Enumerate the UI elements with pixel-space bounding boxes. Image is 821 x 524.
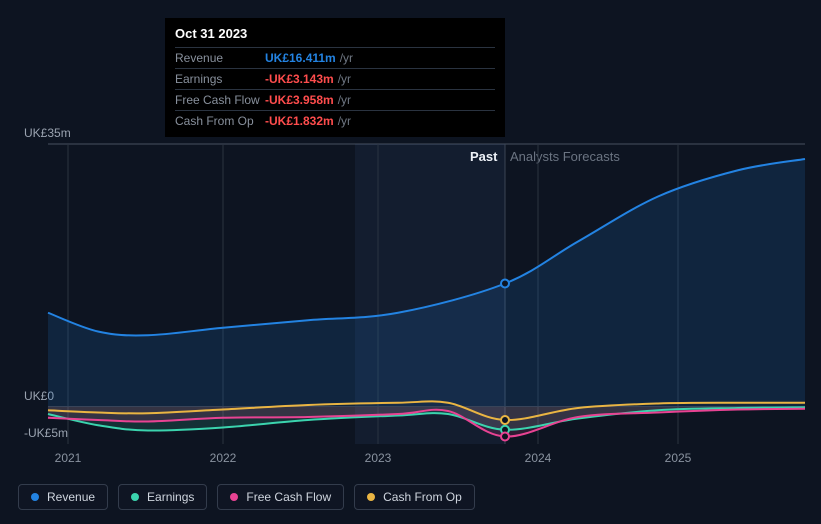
tooltip-row-value: UK£16.411m xyxy=(265,51,336,65)
legend-label: Earnings xyxy=(147,490,194,504)
legend-item-earnings[interactable]: Earnings xyxy=(118,484,207,510)
tooltip-date: Oct 31 2023 xyxy=(175,26,495,41)
hover-dot-free-cash-flow xyxy=(501,433,509,441)
tooltip-row: Earnings-UK£3.143m/yr xyxy=(175,68,495,89)
hover-dot-cash-from-op xyxy=(501,416,509,424)
tooltip-row-value: -UK£3.958m xyxy=(265,93,334,107)
x-tick-label: 2021 xyxy=(55,451,82,465)
legend-swatch-icon xyxy=(131,493,139,501)
tooltip-row-label: Revenue xyxy=(175,51,265,65)
legend-item-cash-from-op[interactable]: Cash From Op xyxy=(354,484,475,510)
chart-tooltip: Oct 31 2023 RevenueUK£16.411m/yrEarnings… xyxy=(165,18,505,137)
tooltip-row: Free Cash Flow-UK£3.958m/yr xyxy=(175,89,495,110)
legend-label: Cash From Op xyxy=(383,490,462,504)
y-axis-label: UK£35m xyxy=(24,126,71,140)
tooltip-row-suffix: /yr xyxy=(338,72,351,86)
x-tick-label: 2022 xyxy=(210,451,237,465)
tooltip-row-label: Free Cash Flow xyxy=(175,93,265,107)
tooltip-row: Cash From Op-UK£1.832m/yr xyxy=(175,110,495,131)
x-tick-label: 2024 xyxy=(525,451,552,465)
legend-label: Revenue xyxy=(47,490,95,504)
tooltip-row-suffix: /yr xyxy=(338,114,351,128)
chart-container: Oct 31 2023 RevenueUK£16.411m/yrEarnings… xyxy=(0,0,821,524)
legend-item-revenue[interactable]: Revenue xyxy=(18,484,108,510)
legend-item-free-cash-flow[interactable]: Free Cash Flow xyxy=(217,484,344,510)
legend: Revenue Earnings Free Cash Flow Cash From O… xyxy=(18,484,475,510)
tooltip-row-suffix: /yr xyxy=(340,51,353,65)
legend-label: Free Cash Flow xyxy=(246,490,331,504)
legend-swatch-icon xyxy=(31,493,39,501)
tooltip-row-value: -UK£1.832m xyxy=(265,114,334,128)
tooltip-row-value: -UK£3.143m xyxy=(265,72,334,86)
tooltip-row-label: Cash From Op xyxy=(175,114,265,128)
x-tick-label: 2023 xyxy=(365,451,392,465)
tooltip-row-label: Earnings xyxy=(175,72,265,86)
financial-chart[interactable]: 2021 2022 2023 2024 2025 xyxy=(18,144,805,474)
legend-swatch-icon xyxy=(367,493,375,501)
legend-swatch-icon xyxy=(230,493,238,501)
x-tick-label: 2025 xyxy=(665,451,692,465)
tooltip-row: RevenueUK£16.411m/yr xyxy=(175,47,495,68)
hover-dot-revenue xyxy=(501,280,509,288)
tooltip-row-suffix: /yr xyxy=(338,93,351,107)
